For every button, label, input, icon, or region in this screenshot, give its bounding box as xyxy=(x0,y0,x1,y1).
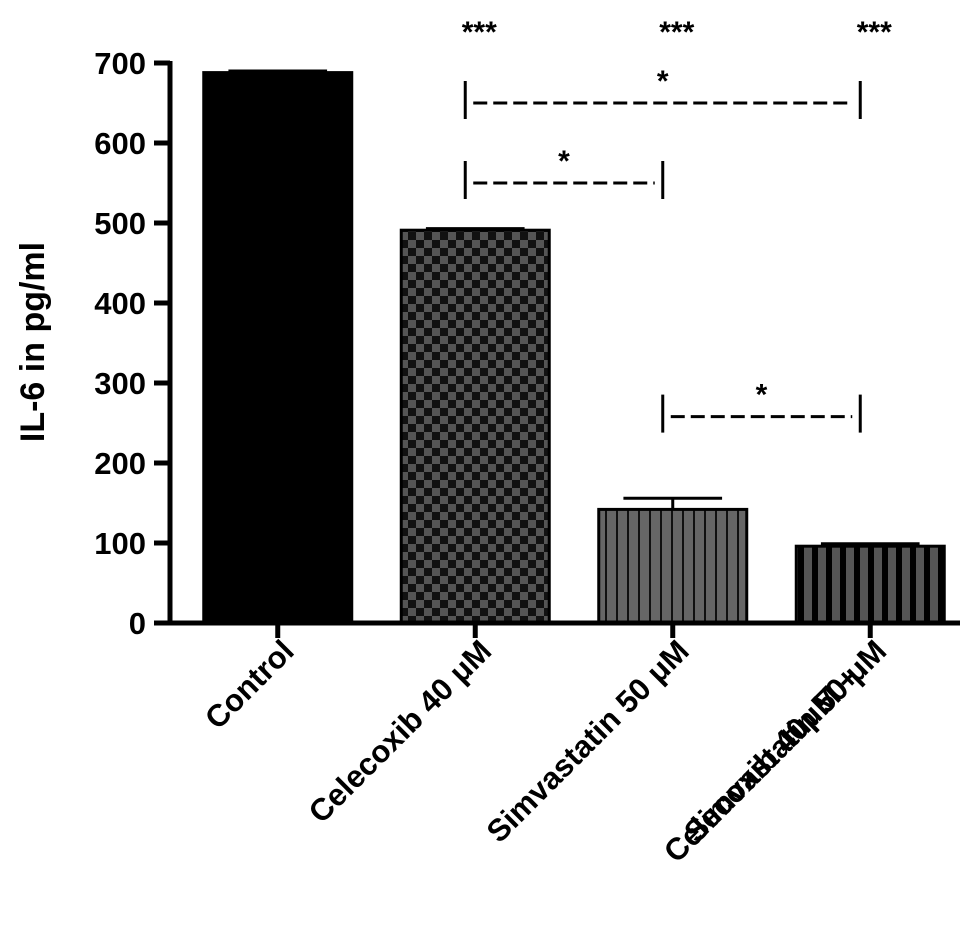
comparison-star: * xyxy=(657,65,669,98)
comparison-star: * xyxy=(756,379,768,412)
significance-annotations: *** *** ****** xyxy=(462,16,892,433)
y-axis-label: IL-6 in pg/ml xyxy=(14,242,52,442)
bar xyxy=(597,507,749,625)
comparison-star: * xyxy=(558,145,570,178)
y-axis: 0 100 200 300 400 500 600 700 xyxy=(94,46,173,641)
y-tick-label: 600 xyxy=(94,126,146,161)
significance-stars: *** xyxy=(659,16,694,49)
x-category-label: Control xyxy=(198,633,301,736)
y-tick-label: 100 xyxy=(94,526,146,561)
y-tick-label: 500 xyxy=(94,206,146,241)
bar xyxy=(399,228,551,625)
y-tick-label: 400 xyxy=(94,286,146,321)
x-category-label: Celecoxib 40 μM xyxy=(302,633,499,830)
bar xyxy=(202,71,354,625)
x-category-label: Simvastatin 50 μM xyxy=(677,633,893,849)
y-tick-label: 300 xyxy=(94,366,146,401)
y-tick-label: 0 xyxy=(129,606,146,641)
x-category-label: Simvastatin 50 μM xyxy=(480,633,696,849)
bars xyxy=(202,69,946,625)
y-tick-label: 200 xyxy=(94,446,146,481)
y-tick-label: 700 xyxy=(94,46,146,81)
significance-stars: *** xyxy=(857,16,892,49)
bar xyxy=(794,544,946,625)
significance-stars: *** xyxy=(462,16,497,49)
